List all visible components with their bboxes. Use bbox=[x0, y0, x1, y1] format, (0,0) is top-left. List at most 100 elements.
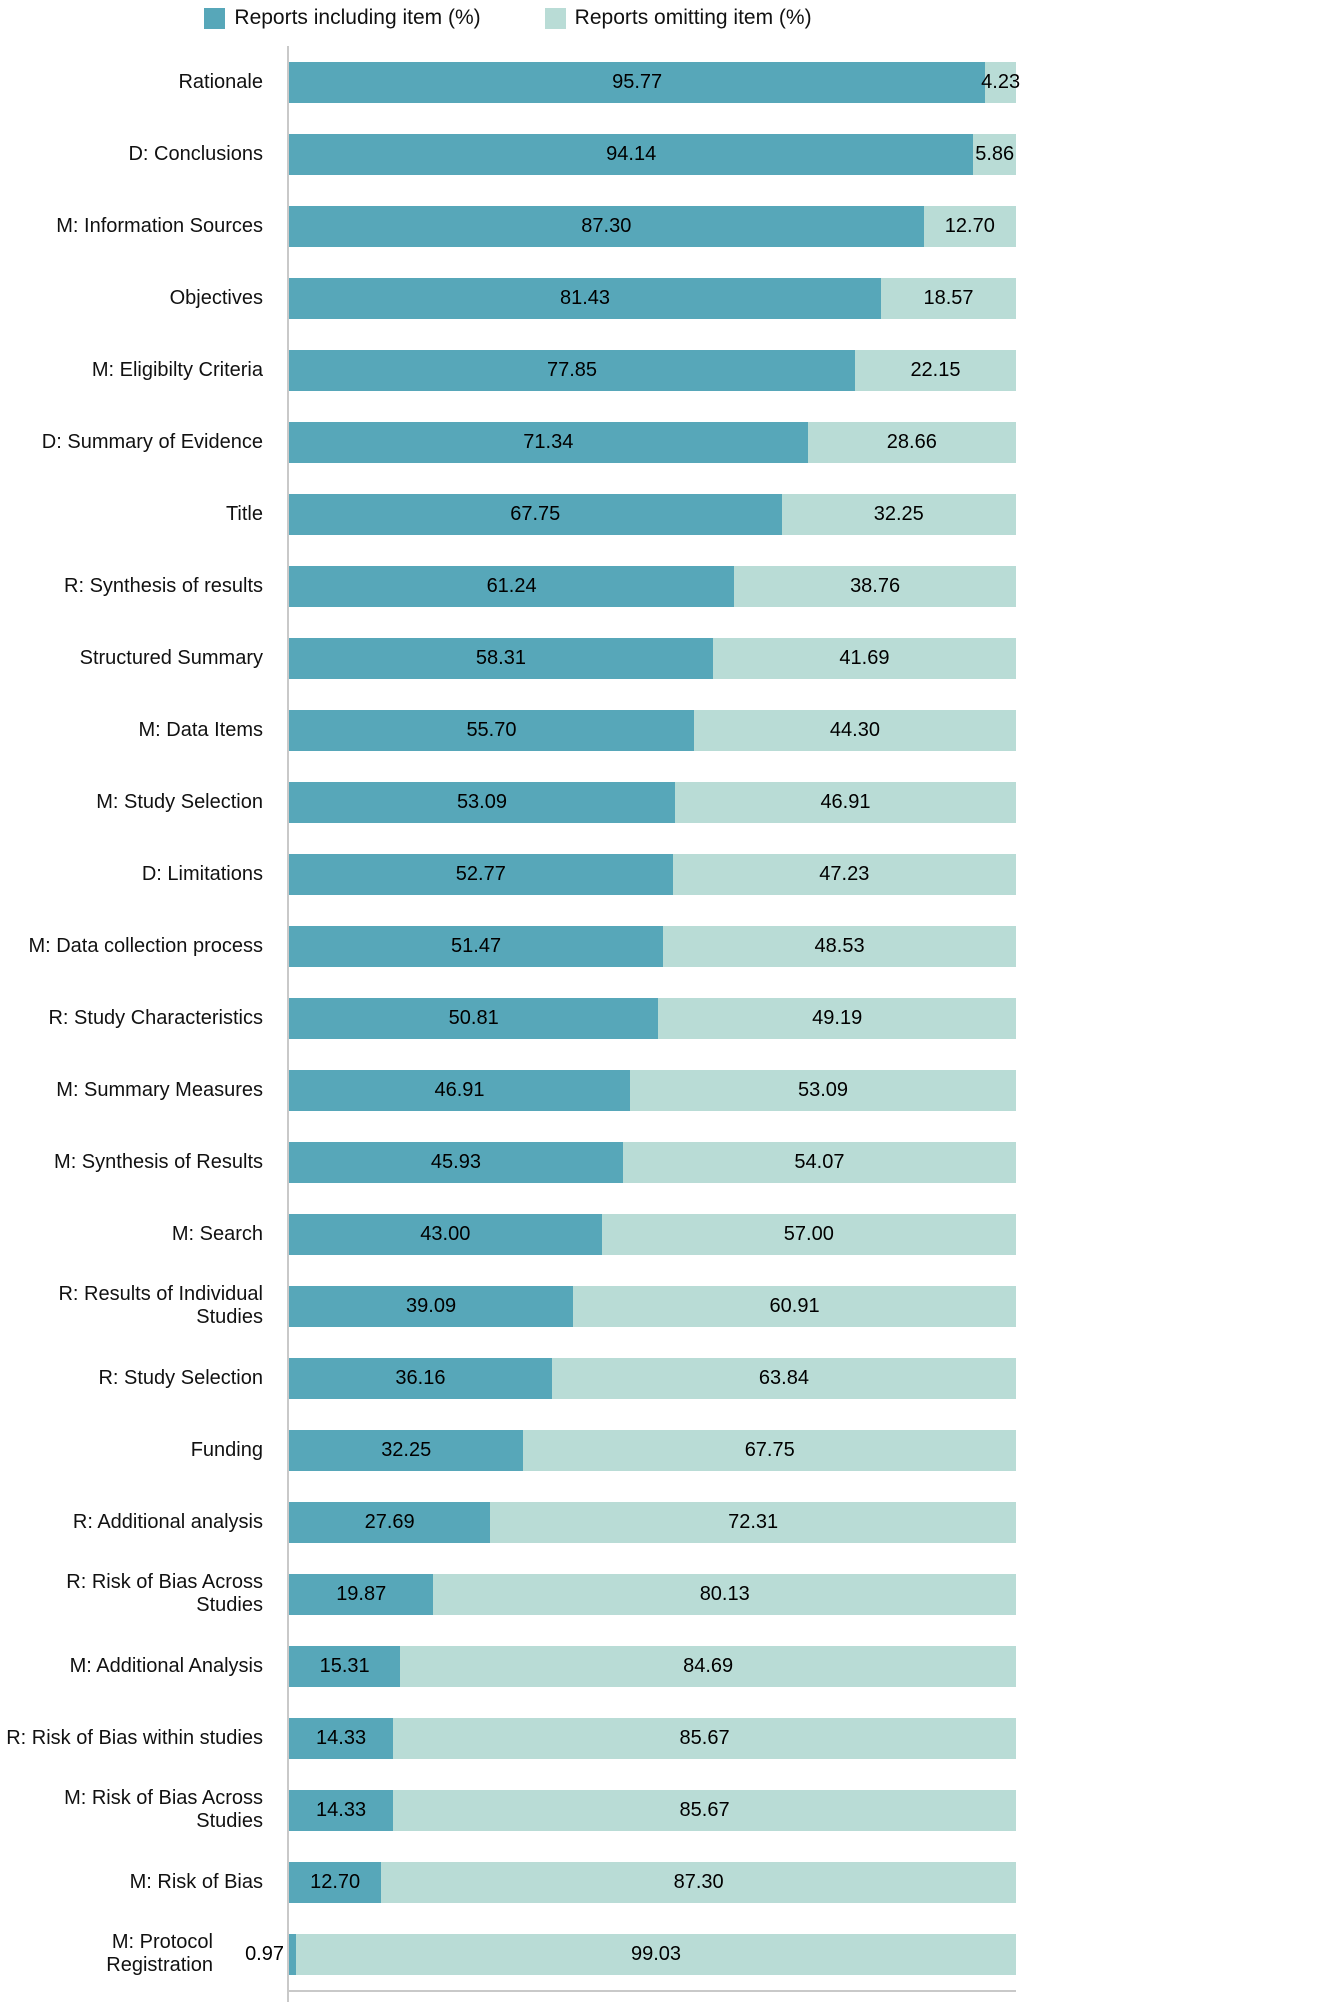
category-label: M: Protocol Registration bbox=[106, 1931, 213, 1976]
legend-swatch-omitting-icon bbox=[544, 7, 566, 29]
value-label: 85.67 bbox=[679, 1726, 730, 1749]
value-label: 51.47 bbox=[451, 934, 502, 957]
bar-track: 14.33 85.67 bbox=[287, 1702, 1016, 1774]
bar-track: 67.75 32.25 bbox=[287, 478, 1016, 550]
bar-segment-omitting: 53.09 bbox=[630, 1069, 1016, 1111]
bar-segment-including: 39.09 bbox=[289, 1285, 574, 1327]
bar-track: 27.69 72.31 bbox=[287, 1486, 1016, 1558]
value-label: 32.25 bbox=[873, 502, 924, 525]
legend-item-omitting: Reports omitting item (%) bbox=[544, 6, 812, 30]
value-label: 49.19 bbox=[812, 1006, 863, 1029]
bar-segment-including: 87.30 bbox=[289, 205, 924, 247]
value-label: 95.77 bbox=[612, 70, 663, 93]
bar-segment-including: 15.31 bbox=[289, 1645, 401, 1687]
bar-segment-including: 36.16 bbox=[289, 1357, 552, 1399]
bar-segment-including: 95.77 bbox=[289, 61, 986, 103]
value-label: 87.30 bbox=[673, 1870, 724, 1893]
bar-segment-omitting: 85.67 bbox=[393, 1717, 1016, 1759]
bar-segment-including: 58.31 bbox=[289, 637, 713, 679]
bar-segment-including: 52.77 bbox=[289, 853, 673, 895]
category-label: D: Conclusions bbox=[128, 142, 263, 165]
category-label: M: Search bbox=[171, 1222, 263, 1245]
value-label: 27.69 bbox=[364, 1510, 415, 1533]
chart-row: M: Risk of Bias 12.70 87.30 bbox=[0, 1846, 1016, 1918]
bar-segment-omitting: 84.69 bbox=[400, 1645, 1016, 1687]
bar-segment-including: 46.91 bbox=[289, 1069, 631, 1111]
value-label: 94.14 bbox=[606, 142, 657, 165]
chart-row: Objectives 81.43 18.57 bbox=[0, 262, 1016, 334]
category-label: M: Additional Analysis bbox=[69, 1654, 263, 1677]
value-label: 85.67 bbox=[679, 1798, 730, 1821]
bar-segment-omitting: 46.91 bbox=[674, 781, 1016, 823]
bar-segment-including: 14.33 bbox=[289, 1789, 394, 1831]
bar-segment-omitting: 18.57 bbox=[880, 277, 1016, 319]
bar-segment-omitting: 99.03 bbox=[296, 1933, 1016, 1975]
chart-row: R: Results of Individual Studies 39.09 60.… bbox=[0, 1270, 1016, 1342]
category-label: R: Additional analysis bbox=[72, 1510, 263, 1533]
value-label: 4.23 bbox=[981, 70, 1021, 93]
bar-segment-including: 27.69 bbox=[289, 1501, 491, 1543]
chart-row: D: Summary of Evidence 71.34 28.66 bbox=[0, 406, 1016, 478]
category-label: R: Synthesis of results bbox=[64, 574, 263, 597]
chart-row: M: Synthesis of Results 45.93 54.07 bbox=[0, 1126, 1016, 1198]
plot-area: Rationale 95.77 4.23 D: Conclusions 94.14 5.8… bbox=[0, 46, 1020, 1990]
value-label: 46.91 bbox=[820, 790, 871, 813]
bar-segment-omitting: 12.70 bbox=[923, 205, 1016, 247]
category-label: M: Data Items bbox=[138, 718, 263, 741]
category-label: M: Risk of Bias bbox=[129, 1870, 263, 1893]
bar-segment-omitting: 57.00 bbox=[601, 1213, 1016, 1255]
bar-track: 52.77 47.23 bbox=[287, 838, 1016, 910]
category-label: D: Summary of Evidence bbox=[41, 430, 263, 453]
bar-track: 46.91 53.09 bbox=[287, 1054, 1016, 1126]
stacked-bar-chart: Reports including item (%) Reports omitt… bbox=[0, 6, 1020, 2002]
value-label: 84.69 bbox=[683, 1654, 734, 1677]
bar-segment-including: 94.14 bbox=[289, 133, 974, 175]
bar-segment-including: 0.97 bbox=[245, 1933, 297, 1975]
value-label: 39.09 bbox=[406, 1294, 457, 1317]
category-label: Objectives bbox=[169, 286, 263, 309]
chart-row: R: Risk of Bias within studies 14.33 85.67 bbox=[0, 1702, 1016, 1774]
value-label: 38.76 bbox=[850, 574, 901, 597]
value-label: 72.31 bbox=[728, 1510, 779, 1533]
value-label: 48.53 bbox=[814, 934, 865, 957]
category-label: D: Limitations bbox=[141, 862, 263, 885]
chart-row: R: Additional analysis 27.69 72.31 bbox=[0, 1486, 1016, 1558]
bar-segment-omitting: 41.69 bbox=[712, 637, 1016, 679]
bar-segment-omitting: 4.23 bbox=[981, 61, 1020, 103]
chart-row: Rationale 95.77 4.23 bbox=[0, 46, 1020, 118]
value-label: 22.15 bbox=[910, 358, 961, 381]
bar-segment-including: 14.33 bbox=[289, 1717, 394, 1759]
chart-row: M: Summary Measures 46.91 53.09 bbox=[0, 1054, 1016, 1126]
chart-row: M: Search 43.00 57.00 bbox=[0, 1198, 1016, 1270]
bar-track: 53.09 46.91 bbox=[287, 766, 1016, 838]
value-label: 99.03 bbox=[630, 1942, 682, 1965]
bar-segment-omitting: 48.53 bbox=[663, 925, 1016, 967]
category-label: Rationale bbox=[178, 70, 263, 93]
bar-segment-including: 43.00 bbox=[289, 1213, 602, 1255]
category-label: M: Summary Measures bbox=[56, 1078, 263, 1101]
chart-row: M: Information Sources 87.30 12.70 bbox=[0, 190, 1016, 262]
bar-segment-including: 32.25 bbox=[289, 1429, 524, 1471]
bar-track: 95.77 4.23 bbox=[287, 46, 1020, 118]
bar-track: 45.93 54.07 bbox=[287, 1126, 1016, 1198]
category-label: R: Study Selection bbox=[98, 1366, 263, 1389]
chart-row: D: Limitations 52.77 47.23 bbox=[0, 838, 1016, 910]
value-label: 67.75 bbox=[744, 1438, 795, 1461]
chart-row: M: Data Items 55.70 44.30 bbox=[0, 694, 1016, 766]
bar-track: 55.70 44.30 bbox=[287, 694, 1016, 766]
value-label: 58.31 bbox=[475, 646, 526, 669]
value-label: 44.30 bbox=[829, 718, 880, 741]
bar-segment-including: 19.87 bbox=[289, 1573, 434, 1615]
bar-segment-omitting: 47.23 bbox=[672, 853, 1016, 895]
value-label: 87.30 bbox=[581, 214, 632, 237]
value-label: 32.25 bbox=[381, 1438, 432, 1461]
bar-segment-including: 67.75 bbox=[289, 493, 782, 535]
value-label: 61.24 bbox=[486, 574, 537, 597]
bar-track: 51.47 48.53 bbox=[287, 910, 1016, 982]
legend-label-omitting: Reports omitting item (%) bbox=[574, 6, 812, 29]
bar-segment-including: 61.24 bbox=[289, 565, 735, 607]
value-label: 53.09 bbox=[456, 790, 507, 813]
value-label: 77.85 bbox=[546, 358, 598, 381]
bar-track: 12.70 87.30 bbox=[287, 1846, 1016, 1918]
value-label: 43.00 bbox=[420, 1222, 471, 1245]
